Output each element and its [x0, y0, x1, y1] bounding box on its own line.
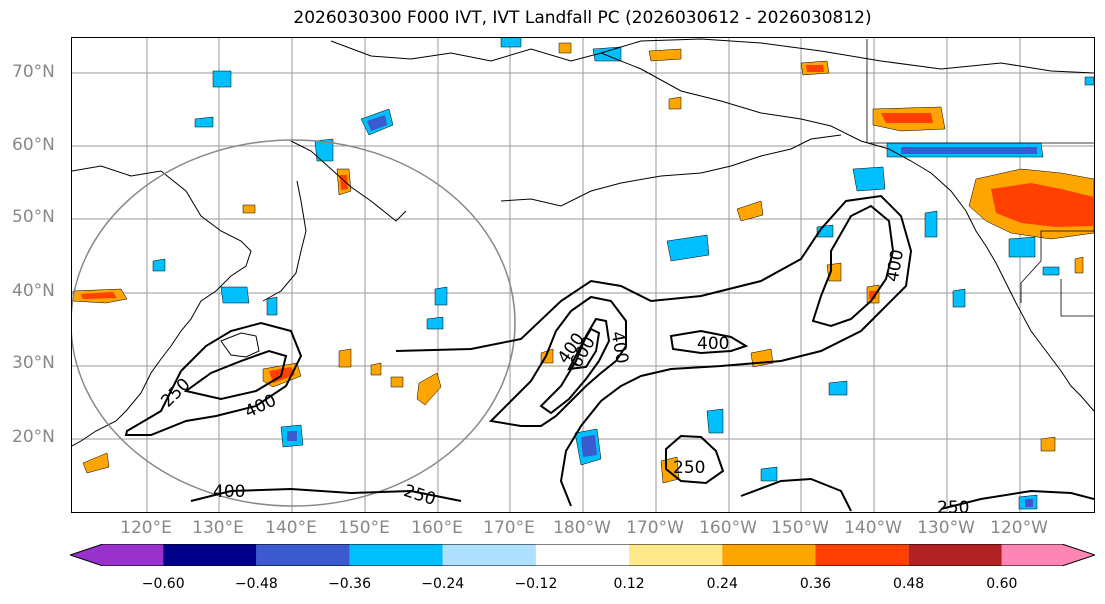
range-ring — [72, 139, 516, 507]
contour-label: 250 — [673, 458, 705, 478]
colorbar-tick-label: −0.12 — [514, 576, 558, 592]
colorbar-tick-label: −0.60 — [141, 576, 185, 592]
lat-label-50n: 50°N — [12, 207, 55, 227]
contour-label: 400 — [213, 482, 245, 502]
lon-label-140w: 140°W — [844, 518, 902, 538]
map-svg: 250 400 400 400 600 400 400 250 250 250 … — [72, 38, 1094, 512]
colorbar-segment — [70, 544, 164, 566]
colorbar-segment — [1001, 544, 1095, 566]
lon-label-150w: 150°W — [771, 518, 829, 538]
colorbar-segments — [70, 544, 1095, 566]
colorbar-segment — [349, 544, 443, 566]
colorbar-tick-label: 0.24 — [706, 576, 738, 592]
lon-label-160w: 160°W — [699, 518, 757, 538]
map-title: 2026030300 F000 IVT, IVT Landfall PC (20… — [293, 8, 872, 28]
political-borders — [866, 39, 1094, 317]
lat-label-60n: 60°N — [12, 135, 55, 155]
map-panel: 250 400 400 400 600 400 400 250 250 250 … — [71, 37, 1095, 513]
lon-label-140e: 140°E — [265, 518, 317, 538]
contour-label: 400 — [697, 334, 729, 354]
colorbar-tick-label: 0.60 — [986, 576, 1018, 592]
colorbar-tick-label: 0.12 — [613, 576, 645, 592]
contour-label: 400 — [607, 330, 632, 365]
colorbar-tick-label: −0.36 — [328, 576, 371, 592]
colorbar-segment — [535, 544, 630, 566]
contour-label: 250 — [937, 498, 969, 512]
lon-label-160e: 160°E — [411, 518, 463, 538]
lon-label-120w: 120°W — [990, 518, 1048, 538]
lon-label-170e: 170°E — [483, 518, 535, 538]
contour-label: 400 — [242, 391, 280, 423]
lon-label-130e: 130°E — [192, 518, 244, 538]
lon-label-170w: 170°W — [626, 518, 684, 538]
colorbar-segment — [256, 544, 350, 566]
lat-label-40n: 40°N — [12, 281, 55, 301]
lon-label-150e: 150°E — [338, 518, 390, 538]
colorbar-segment — [908, 544, 1002, 566]
negative-anomaly-shading — [152, 38, 1094, 510]
colorbar — [70, 544, 1095, 566]
colorbar-segment — [722, 544, 816, 566]
colorbar-segment — [163, 544, 257, 566]
contour-label: 250 — [401, 481, 438, 510]
colorbar-tick-label: −0.24 — [421, 576, 465, 592]
coastlines — [72, 38, 1094, 447]
positive-anomaly-shading — [72, 42, 1094, 484]
lon-label-120e: 120°E — [120, 518, 172, 538]
lat-label-70n: 70°N — [12, 62, 55, 82]
lon-label-130w: 130°W — [917, 518, 975, 538]
lat-label-30n: 30°N — [12, 353, 55, 373]
ivt-contours — [124, 194, 1094, 512]
contour-label: 400 — [883, 248, 908, 283]
colorbar-tick-label: 0.48 — [893, 576, 925, 592]
colorbar-segment — [442, 544, 536, 566]
lon-label-180w: 180°W — [553, 518, 611, 538]
colorbar-segment — [629, 544, 723, 566]
colorbar-segment — [815, 544, 909, 566]
lat-label-20n: 20°N — [12, 427, 55, 447]
colorbar-tick-label: 0.36 — [799, 576, 832, 592]
colorbar-tick-label: −0.48 — [234, 576, 278, 592]
